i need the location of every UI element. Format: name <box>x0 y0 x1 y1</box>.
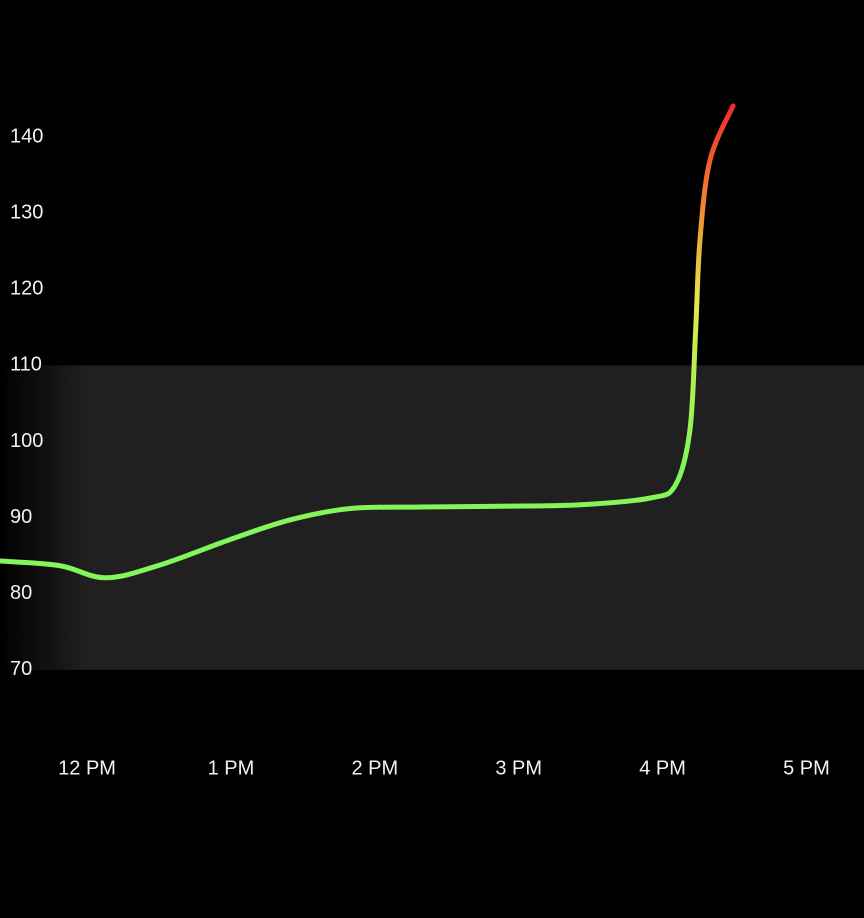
y-tick-label: 130 <box>10 202 43 224</box>
x-tick-label: 12 PM <box>58 757 116 779</box>
y-tick-label: 80 <box>10 582 32 604</box>
y-tick-label: 120 <box>10 278 43 300</box>
data-line <box>0 103 736 581</box>
target-range <box>0 365 864 670</box>
y-tick-label: 90 <box>10 506 32 528</box>
y-tick-label: 100 <box>10 430 43 452</box>
x-tick-label: 5 PM <box>783 757 830 779</box>
y-tick-label: 70 <box>10 658 32 680</box>
y-tick-label: 140 <box>10 125 43 147</box>
x-tick-label: 3 PM <box>495 757 542 779</box>
x-tick-label: 4 PM <box>639 757 686 779</box>
x-tick-label: 1 PM <box>208 757 255 779</box>
x-tick-label: 2 PM <box>351 757 398 779</box>
y-tick-label: 110 <box>10 354 42 376</box>
